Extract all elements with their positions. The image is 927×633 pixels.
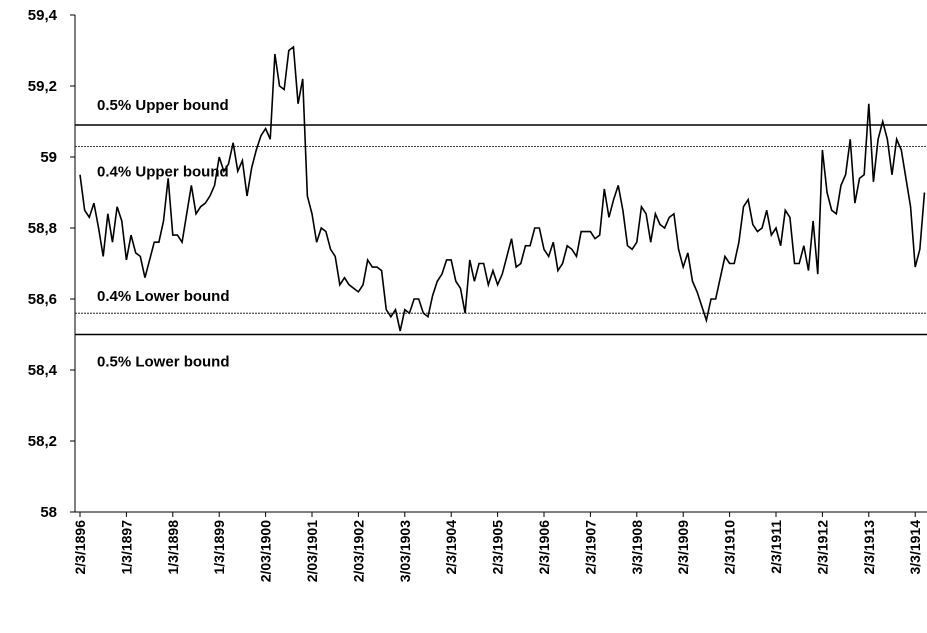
x-tick-label: 1/3/1899: [211, 520, 227, 575]
x-tick-label: 1/3/1898: [165, 520, 181, 575]
y-tick-label: 58,8: [28, 220, 57, 237]
x-tick-label: 2/3/1896: [72, 520, 88, 575]
x-tick-label: 2/03/1901: [304, 520, 320, 582]
y-tick-label: 58,4: [28, 362, 58, 379]
bound-label: 0.5% Lower bound: [97, 354, 230, 371]
x-tick-label: 2/3/1904: [443, 520, 459, 575]
x-tick-label: 3/3/1914: [907, 520, 923, 575]
y-tick-label: 58: [40, 504, 57, 521]
y-tick-label: 59,4: [28, 7, 58, 24]
x-tick-label: 2/03/1902: [350, 520, 366, 582]
data-line: [79, 45, 926, 332]
x-tick-label: 2/3/1909: [675, 520, 691, 575]
y-tick-label: 59,2: [28, 78, 57, 95]
x-tick-label: 2/3/1911: [768, 520, 784, 574]
x-tick-label: 3/03/1903: [397, 520, 413, 582]
x-tick-label: 2/03/1900: [258, 520, 274, 582]
y-tick-label: 58,2: [28, 433, 57, 450]
x-tick-label: 2/3/1912: [814, 520, 830, 575]
x-tick-label: 2/3/1907: [582, 520, 598, 575]
x-tick-label: 2/3/1905: [490, 520, 506, 575]
bound-label: 0.4% Lower bound: [97, 288, 230, 305]
x-tick-label: 1/3/1897: [118, 520, 134, 575]
bound-label: 0.4% Upper bound: [97, 163, 229, 180]
bound-label: 0.5% Upper bound: [97, 97, 229, 114]
x-tick-label: 2/3/1906: [536, 520, 552, 575]
x-tick-label: 2/3/1913: [861, 520, 877, 575]
x-tick-label: 3/3/1908: [629, 520, 645, 575]
y-tick-label: 58,6: [28, 291, 57, 308]
x-tick-label: 2/3/1910: [722, 520, 738, 575]
y-tick-label: 59: [40, 149, 57, 166]
